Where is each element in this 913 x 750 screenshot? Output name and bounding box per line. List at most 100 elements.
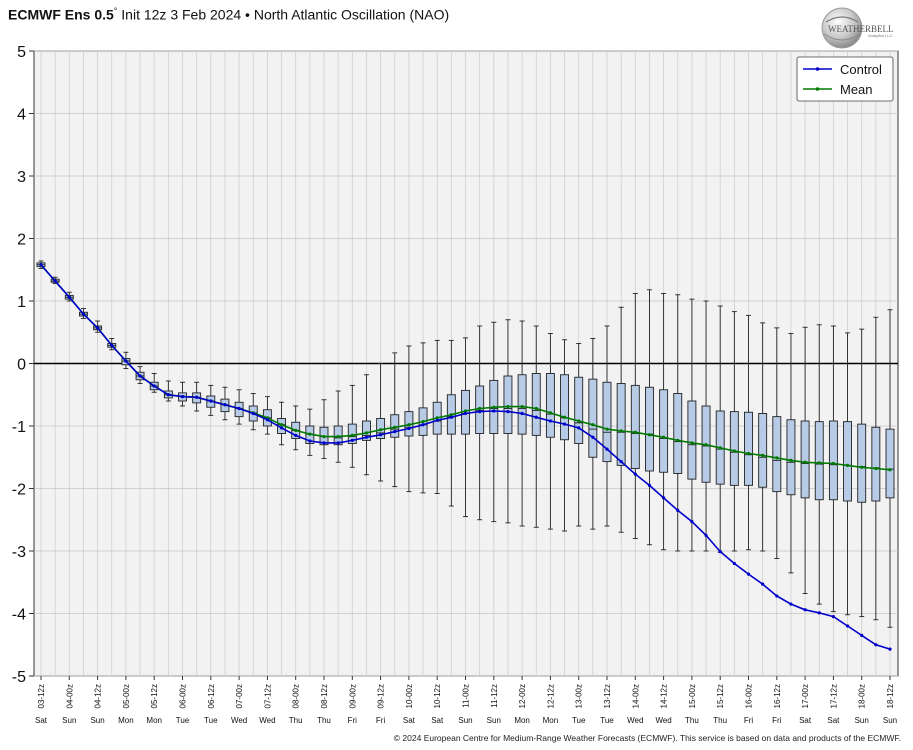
y-tick-label: 1 xyxy=(17,294,26,311)
mean-point xyxy=(817,461,821,465)
x-day-label: Tue xyxy=(572,716,586,725)
control-point xyxy=(562,422,567,426)
y-tick-label: -5 xyxy=(12,669,26,686)
x-tick-label: 13-00z xyxy=(575,684,584,708)
mean-point xyxy=(761,453,765,457)
control-point xyxy=(364,435,369,439)
x-day-label: Mon xyxy=(543,716,559,725)
mean-point xyxy=(577,419,581,423)
box-plot xyxy=(786,333,796,574)
mean-point xyxy=(336,435,340,439)
control-point xyxy=(860,633,864,637)
box-iqr xyxy=(800,420,810,499)
box-plot xyxy=(531,325,541,528)
x-tick-label: 09-00z xyxy=(348,684,357,708)
mean-point xyxy=(718,446,722,450)
control-point xyxy=(874,643,878,647)
x-day-label: Sat xyxy=(35,716,48,725)
x-day-label: Wed xyxy=(655,716,671,725)
x-tick-label: 04-12z xyxy=(94,684,103,708)
control-point xyxy=(421,423,425,427)
x-tick-label: 13-12z xyxy=(603,684,612,708)
control-point xyxy=(209,399,213,403)
control-point xyxy=(294,433,298,437)
box-iqr xyxy=(857,423,867,503)
x-tick-label: 10-12z xyxy=(433,684,442,708)
mean-point xyxy=(520,405,524,409)
x-day-label: Thu xyxy=(713,716,727,725)
x-tick-label: 14-00z xyxy=(631,684,640,708)
box-plot xyxy=(729,311,739,552)
box-plot xyxy=(588,338,598,530)
control-point xyxy=(279,426,284,430)
box-iqr xyxy=(772,416,782,493)
control-point xyxy=(492,409,496,413)
weatherbell-logo-icon: WEATHERBELL Analytics LLC xyxy=(821,7,894,49)
control-point xyxy=(577,426,581,430)
x-day-label: Sun xyxy=(62,716,76,725)
x-tick-label: 11-12z xyxy=(490,684,499,708)
y-axis: 5 4 3 2 1 0 -1 -2 -3 -4 -5 xyxy=(12,44,34,686)
x-tick-label: 16-00z xyxy=(745,684,754,708)
y-tick-label: 3 xyxy=(17,169,26,186)
control-point xyxy=(180,395,185,399)
mean-point xyxy=(775,456,779,460)
box-iqr xyxy=(574,376,584,444)
control-point xyxy=(152,384,156,388)
mean-point xyxy=(591,423,595,427)
box-iqr xyxy=(362,420,371,441)
box-iqr xyxy=(687,400,697,480)
legend: Control Mean xyxy=(796,56,894,102)
x-tick-label: 15-00z xyxy=(688,684,697,708)
x-tick-label: 08-00z xyxy=(292,684,301,708)
control-point xyxy=(591,435,595,439)
box-plot xyxy=(517,320,527,527)
box-iqr xyxy=(645,386,654,472)
control-point xyxy=(619,460,623,464)
x-tick-label: 08-12z xyxy=(320,684,329,708)
mean-point xyxy=(831,461,836,466)
mean-point xyxy=(845,463,850,467)
legend-control-marker xyxy=(815,67,820,71)
control-point xyxy=(336,441,340,445)
x-day-label: Fri xyxy=(744,716,754,725)
mean-point xyxy=(874,466,878,471)
mean-point xyxy=(548,411,553,415)
x-day-label: Wed xyxy=(231,716,247,725)
control-point xyxy=(379,433,383,437)
x-day-label: Thu xyxy=(685,716,699,725)
copyright-credit: © 2024 European Centre for Medium-Range … xyxy=(393,733,901,743)
x-tick-label: 06-00z xyxy=(179,684,188,708)
mean-point xyxy=(662,435,666,439)
x-tick-label: 17-00z xyxy=(801,684,810,708)
logo-text: WEATHERBELL xyxy=(828,24,894,34)
box-iqr xyxy=(630,384,640,469)
box-iqr xyxy=(729,411,739,486)
control-point xyxy=(845,624,850,628)
box-iqr xyxy=(673,393,683,474)
control-point xyxy=(520,411,524,416)
mean-point xyxy=(506,405,510,409)
box-plot xyxy=(828,325,838,613)
mean-point xyxy=(308,432,312,436)
control-point xyxy=(463,411,468,416)
mean-point xyxy=(888,468,892,472)
control-point xyxy=(449,415,453,419)
control-point xyxy=(435,418,439,422)
legend-mean-marker xyxy=(815,87,820,91)
mean-point xyxy=(379,428,383,432)
control-point xyxy=(124,359,128,363)
y-tick-label: 4 xyxy=(17,107,26,124)
mean-point xyxy=(647,433,652,437)
box-iqr xyxy=(814,421,824,501)
control-point xyxy=(775,594,779,598)
x-day-label: Fri xyxy=(348,716,358,725)
control-point xyxy=(265,418,269,422)
control-point xyxy=(534,415,538,419)
mean-point xyxy=(294,428,298,432)
x-tick-label: 12-12z xyxy=(546,684,555,708)
control-point xyxy=(662,496,666,500)
x-day-label: Sat xyxy=(827,716,840,725)
control-point xyxy=(81,312,86,316)
